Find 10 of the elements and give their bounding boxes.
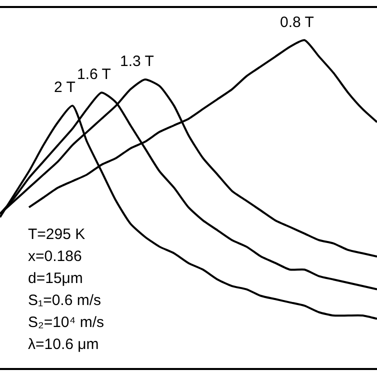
annotation: T=295 K: [28, 226, 86, 243]
series-label: 0.8 T: [280, 14, 314, 31]
series-label: 2 T: [54, 79, 76, 96]
series-label: 1.6 T: [77, 66, 111, 83]
annotation: S₁=0.6 m/s: [28, 292, 102, 309]
annotation: S₂=10⁴ m/s: [28, 314, 104, 331]
annotation: d=15μm: [28, 270, 83, 287]
series-label: 1.3 T: [120, 53, 154, 70]
annotation: x=0.186: [28, 248, 82, 265]
annotation: λ=10.6 μm: [28, 336, 99, 353]
